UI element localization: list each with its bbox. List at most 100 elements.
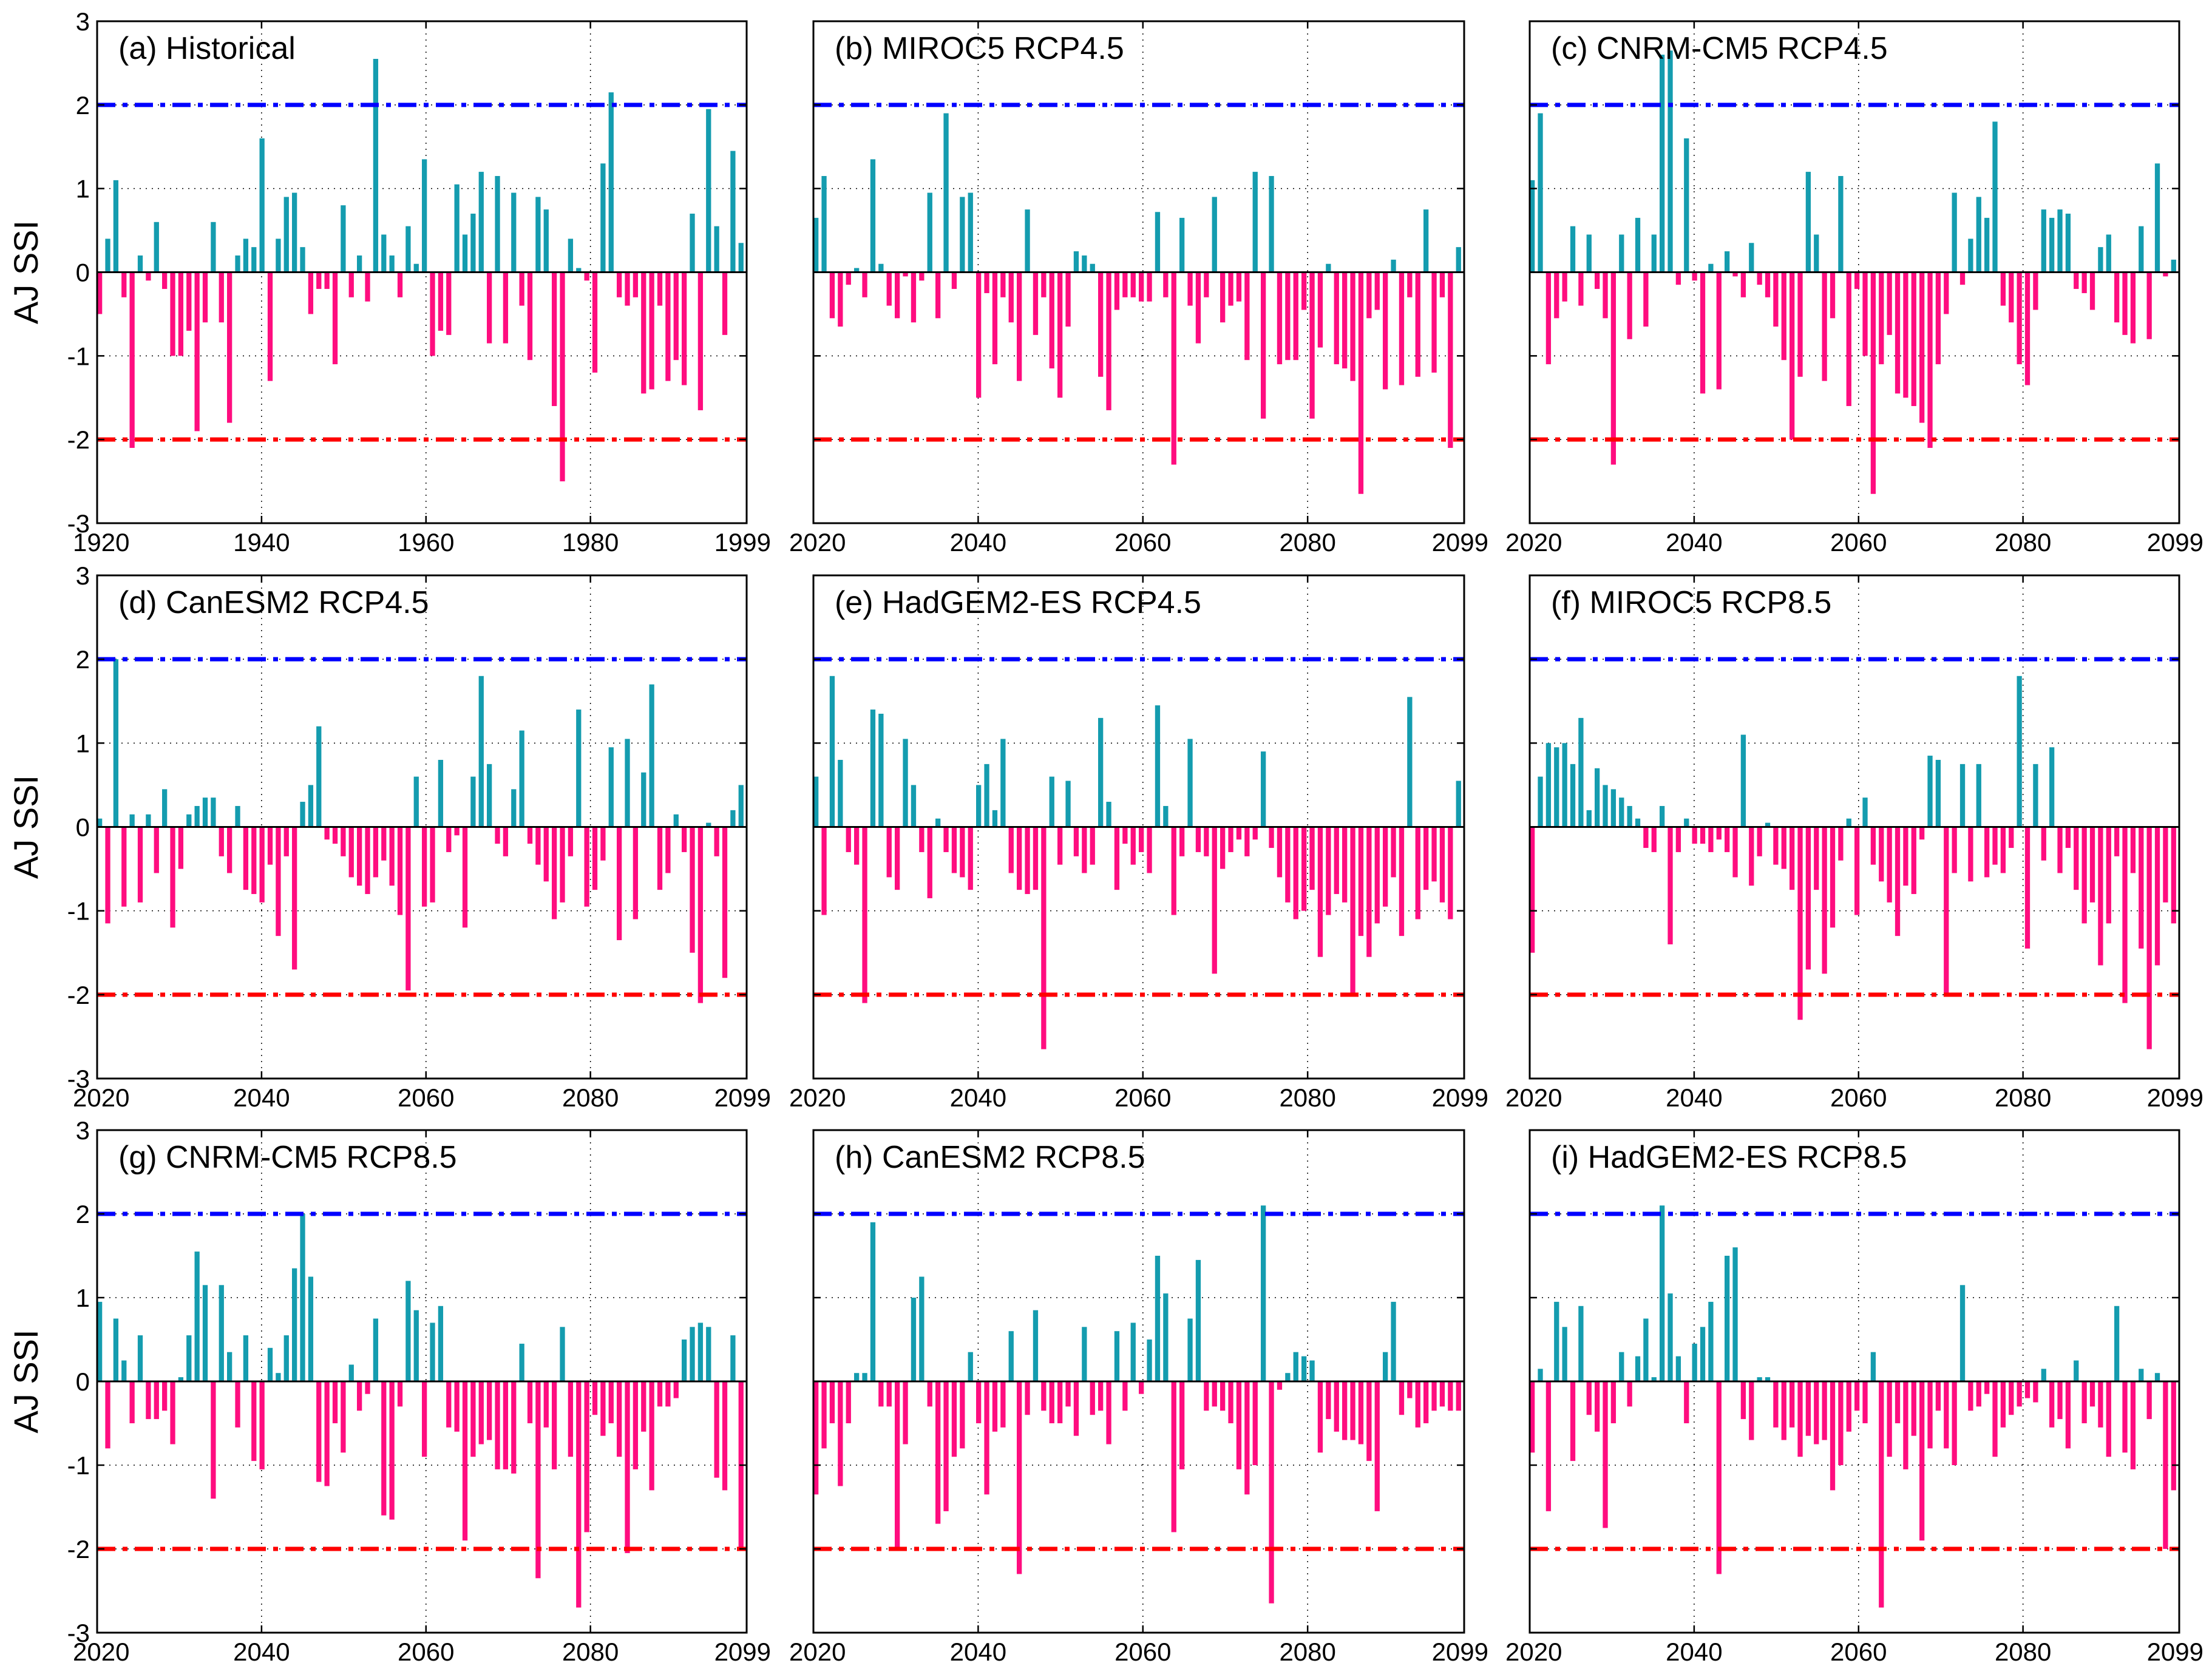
y-tick-label: 2: [76, 1200, 90, 1228]
bar: [657, 827, 663, 890]
bar: [1285, 827, 1291, 903]
bar: [162, 789, 168, 827]
bar: [682, 827, 687, 852]
bar: [870, 159, 876, 273]
y-tick-label: 3: [76, 561, 90, 590]
bar: [1008, 1331, 1014, 1381]
bar: [1000, 272, 1006, 297]
bar: [235, 255, 240, 273]
panel-title: (h) CanESM2 RCP8.5: [835, 1140, 1145, 1175]
bar: [968, 1352, 973, 1381]
bar: [511, 789, 517, 827]
bar: [430, 1323, 435, 1381]
bar: [438, 759, 444, 827]
bar: [1244, 827, 1250, 856]
bar: [170, 1381, 175, 1445]
bar: [878, 1381, 884, 1407]
bar: [984, 272, 989, 293]
bar: [1261, 751, 1266, 827]
bar: [1033, 827, 1039, 890]
bar: [1383, 1352, 1388, 1381]
bar: [259, 1381, 265, 1469]
bar: [1545, 272, 1552, 365]
bar: [2057, 1381, 2063, 1420]
bar: [560, 272, 565, 482]
bar: [838, 1381, 843, 1486]
bar: [960, 1381, 965, 1449]
bar: [1017, 827, 1022, 890]
bar: [1749, 827, 1754, 886]
bar: [1935, 1381, 1941, 1411]
bar: [649, 1381, 654, 1491]
bar: [1684, 1381, 1689, 1423]
bar: [1805, 827, 1811, 970]
bar: [1277, 1381, 1283, 1390]
bar: [1919, 272, 1925, 423]
bar: [1586, 1381, 1592, 1415]
panel-8: 2020 2040 2060 2080 2099 (i) HadGEM2-ES RCP8.…: [1505, 1129, 2204, 1666]
bar: [1008, 272, 1014, 323]
bar: [1903, 272, 1908, 398]
bar: [919, 1276, 924, 1381]
panel-5: 2020 2040 2060 2080 2099 (f) MIROC5 RCP8.5: [1505, 574, 2204, 1112]
x-tick-label: 2099: [2147, 528, 2204, 557]
bar: [1732, 827, 1738, 878]
bar: [1041, 827, 1047, 1049]
bar: [1326, 1381, 1331, 1420]
bar: [1366, 1381, 1372, 1462]
bar: [1000, 1381, 1006, 1428]
bar: [292, 1268, 297, 1381]
bar: [1790, 1381, 1795, 1428]
bar: [470, 776, 476, 827]
y-tick-label: 3: [76, 1116, 90, 1145]
bar: [219, 827, 224, 856]
bar: [308, 272, 314, 314]
bar: [348, 827, 354, 878]
bar: [1708, 1301, 1714, 1381]
bar: [405, 1281, 411, 1381]
bar: [300, 1214, 305, 1381]
bar: [1285, 272, 1291, 361]
bar: [927, 827, 932, 898]
bar: [1814, 234, 1819, 273]
bar: [1293, 827, 1298, 920]
bar: [1399, 827, 1405, 937]
bar: [137, 255, 143, 273]
bar: [1212, 827, 1217, 974]
bar: [1716, 272, 1722, 390]
x-tick-label: 2040: [1666, 528, 1722, 557]
bar: [943, 827, 949, 852]
bar: [608, 747, 614, 827]
bar: [1927, 1381, 1933, 1449]
bar: [1562, 1327, 1567, 1381]
bar: [665, 827, 671, 873]
bar: [2163, 272, 2168, 277]
bar: [1952, 192, 1957, 273]
bar: [1870, 272, 1876, 494]
bar: [324, 827, 330, 840]
bar: [1130, 827, 1136, 865]
bar: [324, 272, 330, 290]
bar: [1334, 827, 1339, 895]
bar: [697, 272, 704, 410]
bar: [2122, 272, 2128, 335]
bar: [1041, 272, 1047, 297]
panel-title: (c) CNRM-CM5 RCP4.5: [1551, 31, 1888, 66]
bar: [862, 272, 867, 297]
bar: [665, 1381, 671, 1407]
bar: [1431, 272, 1437, 373]
bar: [1805, 1381, 1811, 1436]
bar: [984, 1381, 989, 1495]
bar: [438, 272, 444, 331]
bar: [470, 1381, 476, 1457]
bar: [1317, 827, 1323, 957]
x-tick-label: 2040: [233, 1638, 290, 1666]
bar: [919, 827, 924, 852]
bar: [1919, 1381, 1925, 1541]
bar: [617, 1381, 622, 1457]
bar: [332, 827, 338, 844]
bar: [1391, 827, 1396, 878]
bar: [2081, 1381, 2087, 1423]
bar: [357, 1381, 362, 1411]
bar: [552, 1381, 557, 1469]
